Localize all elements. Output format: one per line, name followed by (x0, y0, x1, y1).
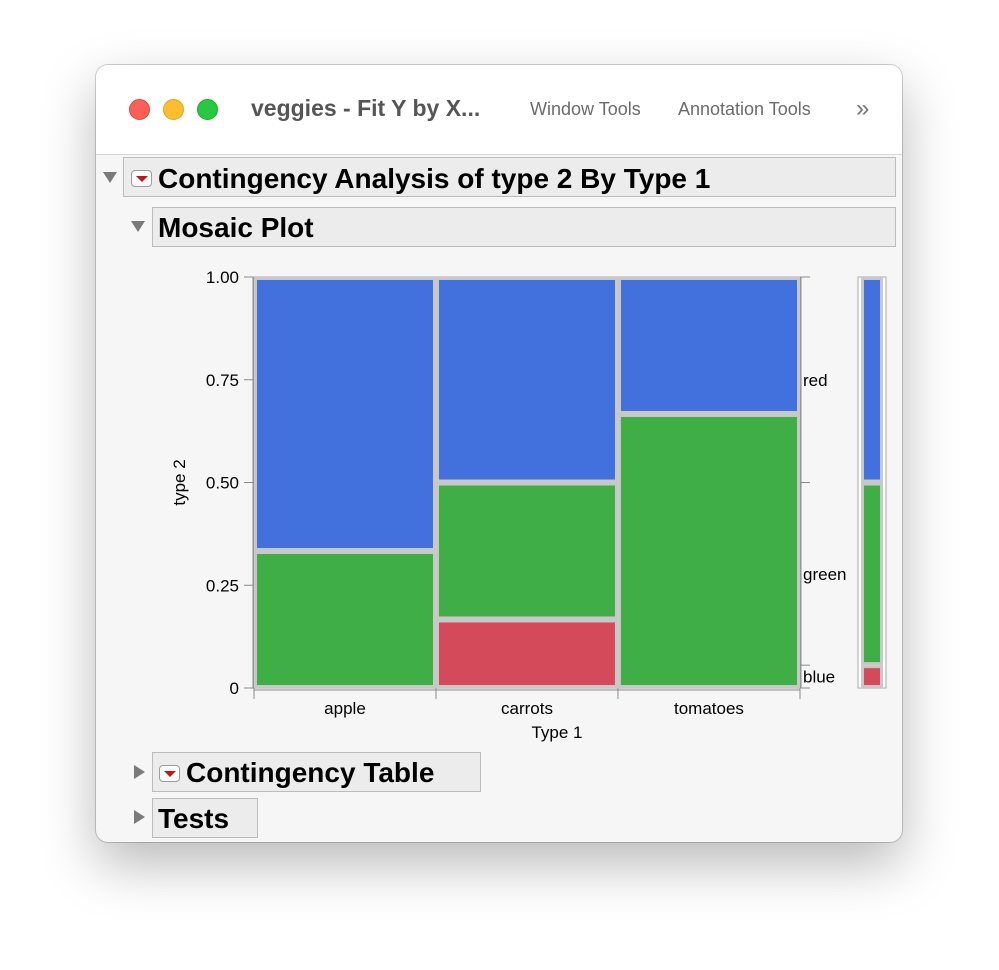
outline-title: Tests (158, 803, 230, 834)
outline-tests: Tests (152, 798, 258, 838)
mosaic-cell-green-apple (254, 551, 436, 688)
window-title: veggies - Fit Y by X... (251, 95, 481, 121)
outline-title: Contingency Analysis of type 2 By Type 1 (158, 163, 711, 194)
y-axis-title: type 2 (170, 459, 189, 505)
disclosure-expanded-icon[interactable] (103, 172, 117, 183)
x-tick-label: carrots (501, 699, 553, 718)
red-triangle-menu-icon[interactable] (159, 765, 180, 782)
y-tick-label: 0.25 (206, 576, 239, 595)
red-triangle-menu-icon[interactable] (131, 170, 152, 187)
title-bar: veggies - Fit Y by X... Window Tools Ann… (96, 65, 902, 155)
x-tick-label: tomatoes (674, 699, 744, 718)
outline-title: Mosaic Plot (158, 212, 314, 243)
mosaic-plot: apple carrots tomatoes 0 0.25 0.50 0.75 1.00 Typ… (170, 268, 887, 742)
toolbar-overflow-icon[interactable]: » (856, 95, 870, 122)
y-tick-label: 0.75 (206, 371, 239, 390)
marginal-cell-green (861, 482, 883, 666)
mosaic-cell-blue-tomatoes (617, 277, 801, 414)
zoom-button[interactable] (197, 99, 218, 120)
marginal-cell-red (861, 665, 883, 689)
close-button[interactable] (129, 99, 150, 120)
x-tick-label: apple (324, 699, 366, 718)
menu-annotation-tools[interactable]: Annotation Tools (678, 99, 811, 119)
minimize-button[interactable] (163, 99, 184, 120)
y-tick-label: 0.50 (206, 474, 239, 493)
right-axis-label: blue (803, 668, 835, 687)
marginal-cell-blue (861, 277, 883, 483)
report-window: veggies - Fit Y by X... Window Tools Ann… (96, 65, 902, 842)
y-tick-label: 1.00 (206, 268, 239, 287)
mosaic-cell-blue-carrots (435, 277, 618, 483)
disclosure-expanded-icon[interactable] (131, 221, 145, 232)
outline-mosaic-plot: Mosaic Plot (152, 207, 896, 247)
disclosure-collapsed-icon[interactable] (134, 765, 145, 779)
outline-contingency-analysis: Contingency Analysis of type 2 By Type 1 (123, 157, 896, 197)
mosaic-cell-red-carrots (435, 619, 618, 688)
outline-title: Contingency Table (186, 757, 435, 788)
mosaic-cell-green-tomatoes (617, 413, 801, 688)
right-axis-label: green (803, 565, 846, 584)
mosaic-cell-blue-apple (254, 277, 436, 552)
mosaic-cell-green-carrots (435, 482, 618, 620)
y-tick-label: 0 (230, 679, 239, 698)
x-axis-title: Type 1 (531, 723, 582, 742)
outline-contingency-table: Contingency Table (152, 752, 481, 792)
right-axis-label: red (803, 371, 828, 390)
disclosure-collapsed-icon[interactable] (134, 810, 145, 824)
menu-window-tools[interactable]: Window Tools (530, 99, 641, 119)
